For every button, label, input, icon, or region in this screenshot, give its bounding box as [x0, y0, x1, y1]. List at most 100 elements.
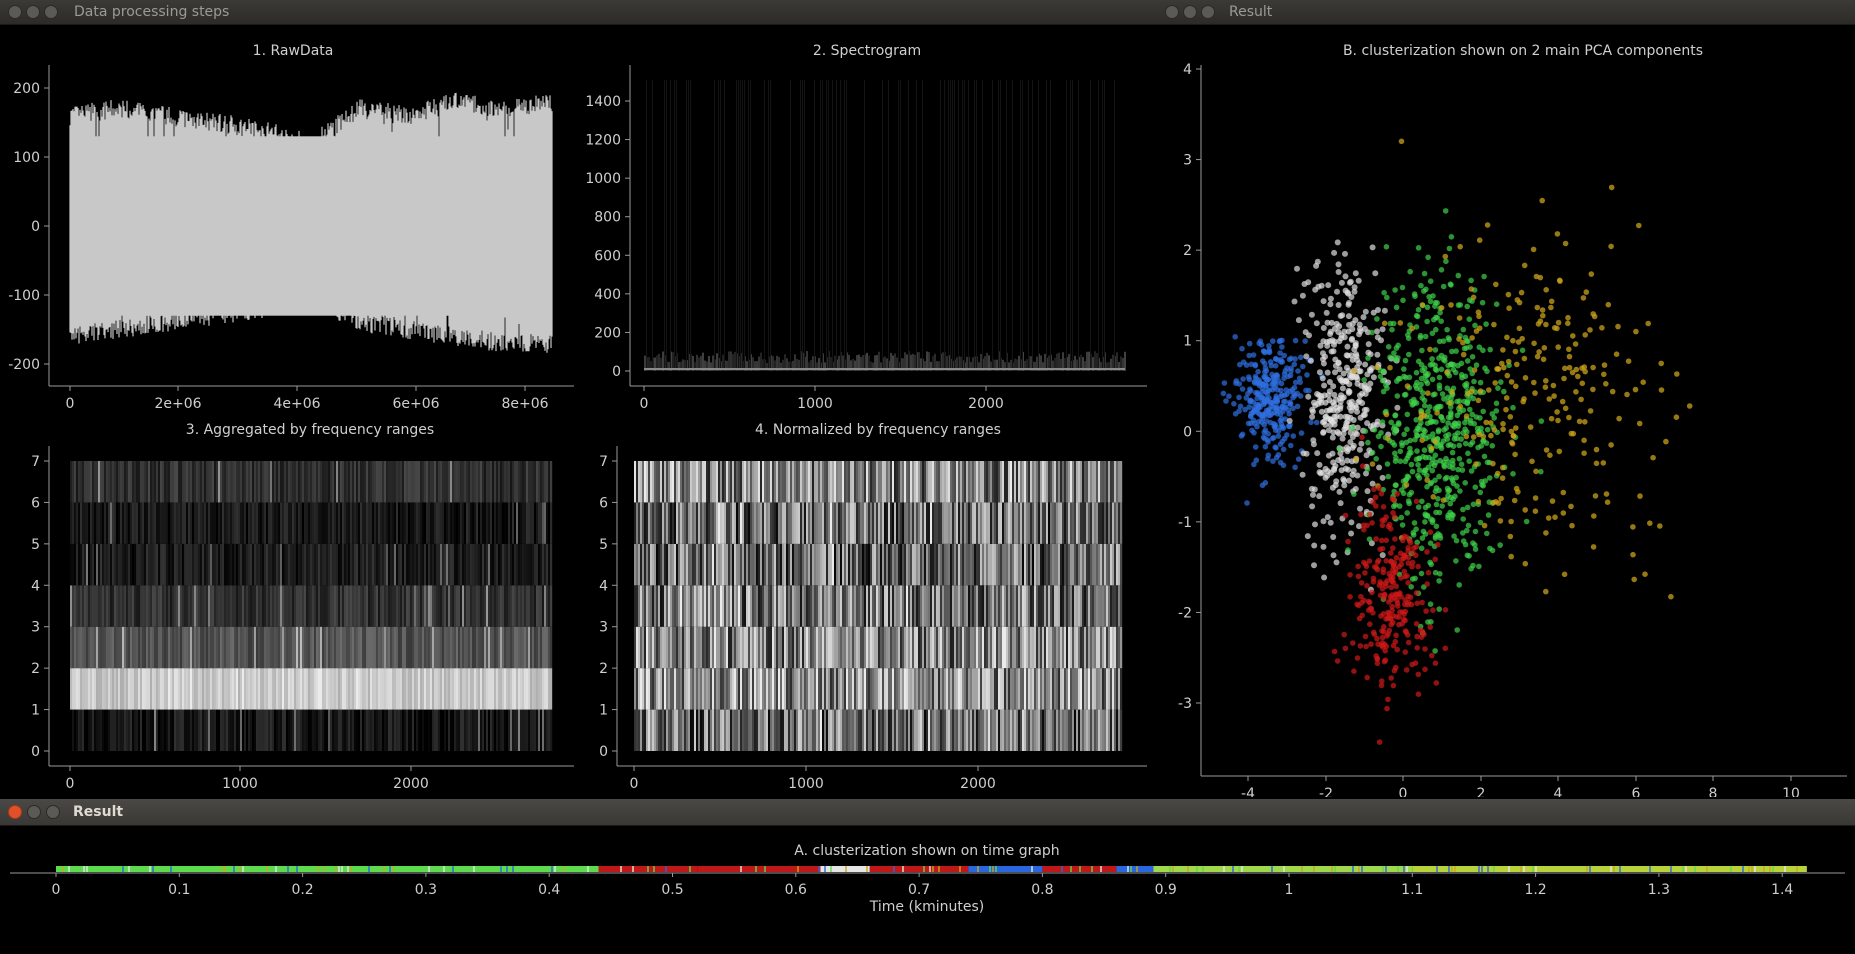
heat-cell [386, 502, 389, 544]
heat-cell [894, 709, 897, 751]
heat-cell [842, 709, 845, 751]
close-icon[interactable] [1165, 5, 1179, 19]
scatter-point [1369, 449, 1376, 456]
close-icon[interactable] [8, 5, 22, 19]
heat-cell [658, 709, 661, 751]
heat-cell [194, 668, 197, 710]
heat-cell [430, 461, 433, 503]
heat-cell [330, 709, 333, 751]
heat-cell [1056, 461, 1059, 503]
scatter-point [1498, 379, 1504, 385]
heat-cell [348, 668, 351, 710]
scatter-point [1282, 398, 1288, 405]
heat-cell [648, 461, 651, 503]
scatter-point [1348, 519, 1355, 526]
heat-cell [698, 543, 701, 586]
heat-cell [1116, 502, 1119, 544]
minimize-icon[interactable] [1183, 5, 1197, 19]
heat-cell [466, 709, 469, 751]
heat-cell [852, 461, 855, 503]
heat-cell [948, 461, 951, 503]
heat-cell [766, 461, 769, 503]
scatter-point [1356, 392, 1363, 399]
heat-cell [940, 502, 943, 544]
heat-cell [208, 585, 211, 627]
heat-cell [186, 585, 189, 627]
heat-cell [244, 502, 247, 544]
heat-cell [286, 626, 289, 669]
heat-cell [504, 585, 507, 627]
heat-cell [408, 543, 411, 586]
heat-cell [220, 709, 223, 751]
spec-noise [768, 80, 769, 370]
heat-cell [668, 709, 671, 751]
heat-cell [238, 461, 241, 503]
maximize-icon[interactable] [1201, 5, 1215, 19]
heat-cell [814, 668, 817, 710]
steps-titlebar[interactable]: Data processing steps [0, 0, 1157, 25]
heat-cell [98, 502, 101, 544]
heat-cell [476, 502, 479, 544]
heat-cell [92, 543, 95, 586]
heat-cell [1008, 461, 1011, 503]
heat-cell [322, 709, 325, 751]
heat-cell [232, 502, 235, 544]
heat-cell [182, 709, 185, 751]
heat-cell [998, 585, 1001, 627]
heat-cell [768, 585, 771, 627]
heat-cell [466, 626, 469, 669]
heat-cell [458, 668, 461, 710]
plot-title: B. clusterization shown on 2 main PCA co… [1343, 43, 1703, 59]
heat-cell [220, 461, 223, 503]
heat-cell [746, 709, 749, 751]
heat-cell [178, 585, 181, 627]
heat-cell [726, 543, 729, 586]
heat-cell [732, 585, 735, 627]
heat-cell [250, 461, 253, 503]
maximize-icon[interactable] [44, 5, 58, 19]
heat-cell [142, 709, 145, 751]
heat-cell [906, 461, 909, 503]
heat-cell [900, 585, 903, 627]
heat-cell [398, 585, 401, 627]
heat-cell [972, 585, 975, 627]
heat-cell [1072, 668, 1075, 710]
minimize-icon[interactable] [26, 5, 40, 19]
spec-column [848, 354, 850, 371]
heat-cell [712, 668, 715, 710]
heat-cell [844, 502, 847, 544]
scatter-point [1423, 286, 1429, 293]
heat-cell [500, 461, 503, 503]
result-titlebar[interactable]: Result [1157, 0, 1855, 25]
heat-cell [874, 461, 877, 503]
heat-cell [166, 709, 169, 751]
scatter-point [1279, 359, 1286, 365]
heat-cell [504, 668, 507, 710]
heat-cell [806, 461, 809, 503]
spec-noise [888, 80, 889, 370]
heat-cell [176, 668, 179, 710]
heat-cell [278, 626, 281, 669]
scatter-point [1429, 467, 1436, 474]
heat-cell [550, 461, 553, 503]
heat-cell [1118, 585, 1121, 627]
heat-cell [384, 461, 387, 503]
heat-cell [196, 585, 199, 627]
heat-cell [84, 709, 87, 751]
heat-cell [118, 461, 121, 503]
heat-cell [422, 668, 425, 710]
heat-cell [148, 461, 151, 503]
spec-column [702, 352, 704, 371]
heat-cell [1038, 668, 1041, 710]
heat-cell [716, 543, 719, 586]
heat-cell [776, 502, 779, 544]
heat-cell [890, 461, 893, 503]
scatter-point [1292, 337, 1299, 344]
heat-cell [446, 585, 449, 627]
y-tick-label: 6 [31, 495, 40, 511]
heat-cell [526, 543, 529, 586]
heat-cell [410, 585, 413, 627]
heat-cell [310, 709, 313, 751]
scatter-point [1415, 504, 1422, 510]
heat-cell [764, 709, 767, 751]
